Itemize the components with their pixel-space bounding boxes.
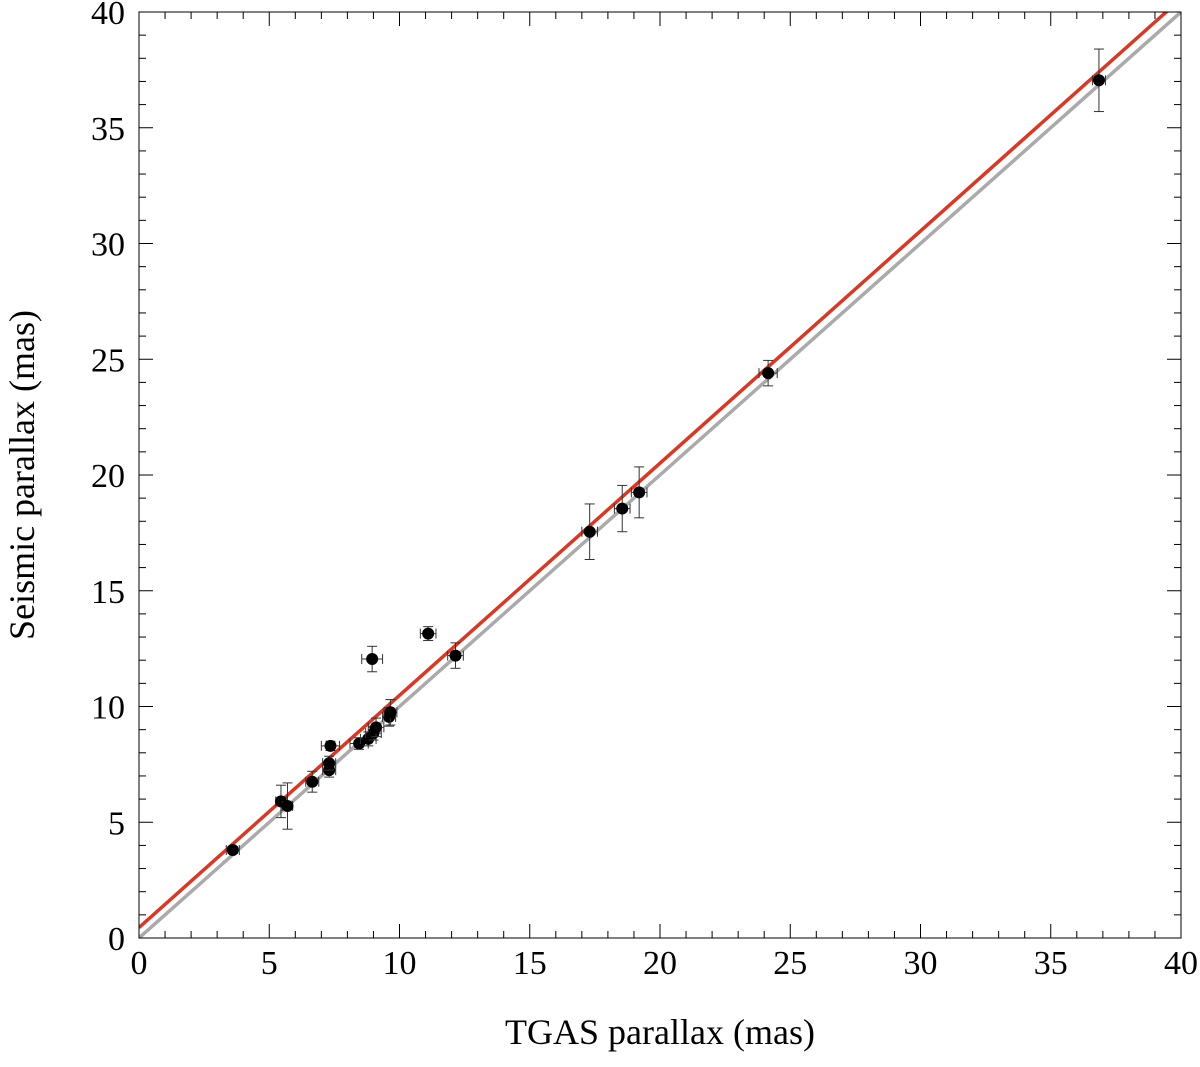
point-marker (324, 739, 337, 752)
y-axis-title: Seismic parallax (mas) (2, 310, 42, 640)
x-axis-title: TGAS parallax (mas) (505, 1012, 815, 1052)
y-tick-label: 20 (91, 458, 125, 495)
y-tick-label: 10 (91, 690, 125, 727)
point-marker (384, 706, 397, 719)
x-tick-label: 25 (773, 945, 807, 982)
x-tick-label: 40 (1164, 945, 1198, 982)
data-point (613, 484, 631, 533)
point-marker (616, 502, 629, 515)
data-point (419, 626, 437, 642)
point-marker (762, 367, 775, 380)
x-tick-label: 30 (904, 945, 938, 982)
point-marker (323, 757, 336, 770)
x-tick-label: 0 (131, 945, 148, 982)
y-tick-labels: 0 5 10 15 20 25 30 35 40 (91, 0, 125, 958)
data-point (322, 755, 337, 771)
y-tick-label: 5 (108, 805, 125, 842)
x-tick-label: 20 (643, 945, 677, 982)
point-marker (281, 800, 294, 813)
x-tick-label: 15 (513, 945, 547, 982)
data-point (383, 699, 398, 726)
point-marker (633, 486, 646, 499)
point-marker (449, 649, 462, 662)
data-point (361, 645, 384, 673)
y-tick-label: 0 (108, 921, 125, 958)
data-point (447, 642, 464, 669)
point-marker (370, 721, 383, 734)
point-marker (226, 844, 239, 857)
data-point (320, 739, 341, 752)
y-tick-label: 40 (91, 0, 125, 32)
point-marker (422, 627, 435, 640)
fit-lines (139, 12, 1181, 938)
point-marker (1092, 74, 1105, 87)
y-tick-label: 35 (91, 111, 125, 148)
axis-ticks (138, 11, 1182, 939)
one-to-one-line (139, 12, 1181, 938)
x-tick-label: 5 (261, 945, 278, 982)
point-marker (306, 775, 319, 788)
data-points (225, 48, 1106, 857)
data-point (367, 717, 385, 738)
y-tick-label: 25 (91, 342, 125, 379)
fit-line (139, 12, 1169, 929)
data-point (758, 359, 778, 387)
y-tick-label: 15 (91, 574, 125, 611)
x-tick-label: 10 (383, 945, 417, 982)
data-point (305, 770, 320, 793)
data-point (281, 782, 294, 830)
point-marker (353, 737, 366, 750)
data-point (225, 844, 240, 857)
plot-frame (138, 11, 1182, 939)
y-tick-label: 30 (91, 227, 125, 264)
x-tick-label: 35 (1034, 945, 1068, 982)
data-point (581, 503, 598, 560)
point-marker (366, 653, 379, 666)
x-tick-labels: 0 5 10 15 20 25 30 35 40 (131, 945, 1199, 982)
data-point (1091, 48, 1106, 113)
data-point (630, 466, 648, 519)
point-marker (583, 525, 596, 538)
